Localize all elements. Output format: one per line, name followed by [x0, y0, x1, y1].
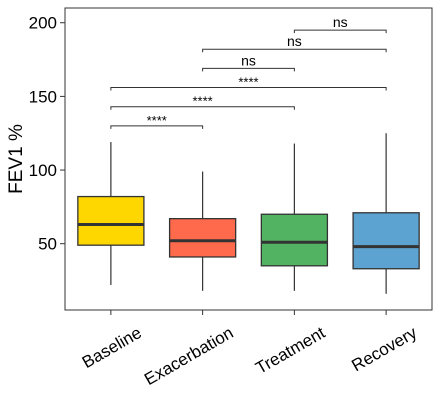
- x-tick-label: Recovery: [348, 323, 420, 376]
- bracket-line: [202, 67, 295, 72]
- comparison-bracket: ****: [110, 94, 295, 110]
- comparison-bracket: ****: [110, 113, 204, 129]
- bracket-line: [110, 87, 387, 91]
- y-tick-label: 150: [29, 87, 57, 106]
- bracket-line: [110, 125, 204, 129]
- comparison-bracket: ns: [202, 52, 295, 72]
- y-axis: 50 100 150 200: [29, 14, 65, 254]
- y-tick-label: 200: [29, 14, 57, 33]
- y-tick-label: 50: [38, 235, 57, 254]
- significance-label: ns: [333, 14, 348, 30]
- box-exacerbation: [168, 171, 237, 291]
- bracket-line: [110, 106, 295, 110]
- panel-border: [64, 7, 433, 311]
- bracket-line: [293, 29, 387, 34]
- box-iqr: [352, 212, 420, 270]
- y-tick-label: 100: [29, 161, 57, 180]
- comparison-bracket: ns: [202, 33, 387, 53]
- significance-label: ****: [147, 113, 167, 128]
- significance-layer: **** **** **** ns ns ns: [110, 14, 387, 129]
- box-baseline: [77, 142, 145, 285]
- bracket-line: [202, 48, 387, 53]
- box-iqr: [168, 218, 237, 258]
- comparison-bracket: ****: [110, 75, 387, 91]
- significance-label: ****: [193, 94, 213, 109]
- box-recovery: [352, 133, 420, 294]
- x-tick-label: Exacerbation: [141, 323, 236, 389]
- x-tick-label: Baseline: [79, 323, 145, 372]
- significance-label: ns: [241, 52, 256, 68]
- box-iqr: [260, 213, 329, 267]
- box-layer: [77, 133, 420, 294]
- y-axis-title: FEV1 %: [6, 124, 27, 194]
- significance-label: ****: [238, 75, 258, 90]
- significance-label: ns: [287, 33, 302, 49]
- box-iqr: [77, 195, 145, 246]
- box-treatment: [260, 143, 329, 291]
- x-tick-label: Treatment: [252, 323, 328, 378]
- comparison-bracket: ns: [293, 14, 387, 34]
